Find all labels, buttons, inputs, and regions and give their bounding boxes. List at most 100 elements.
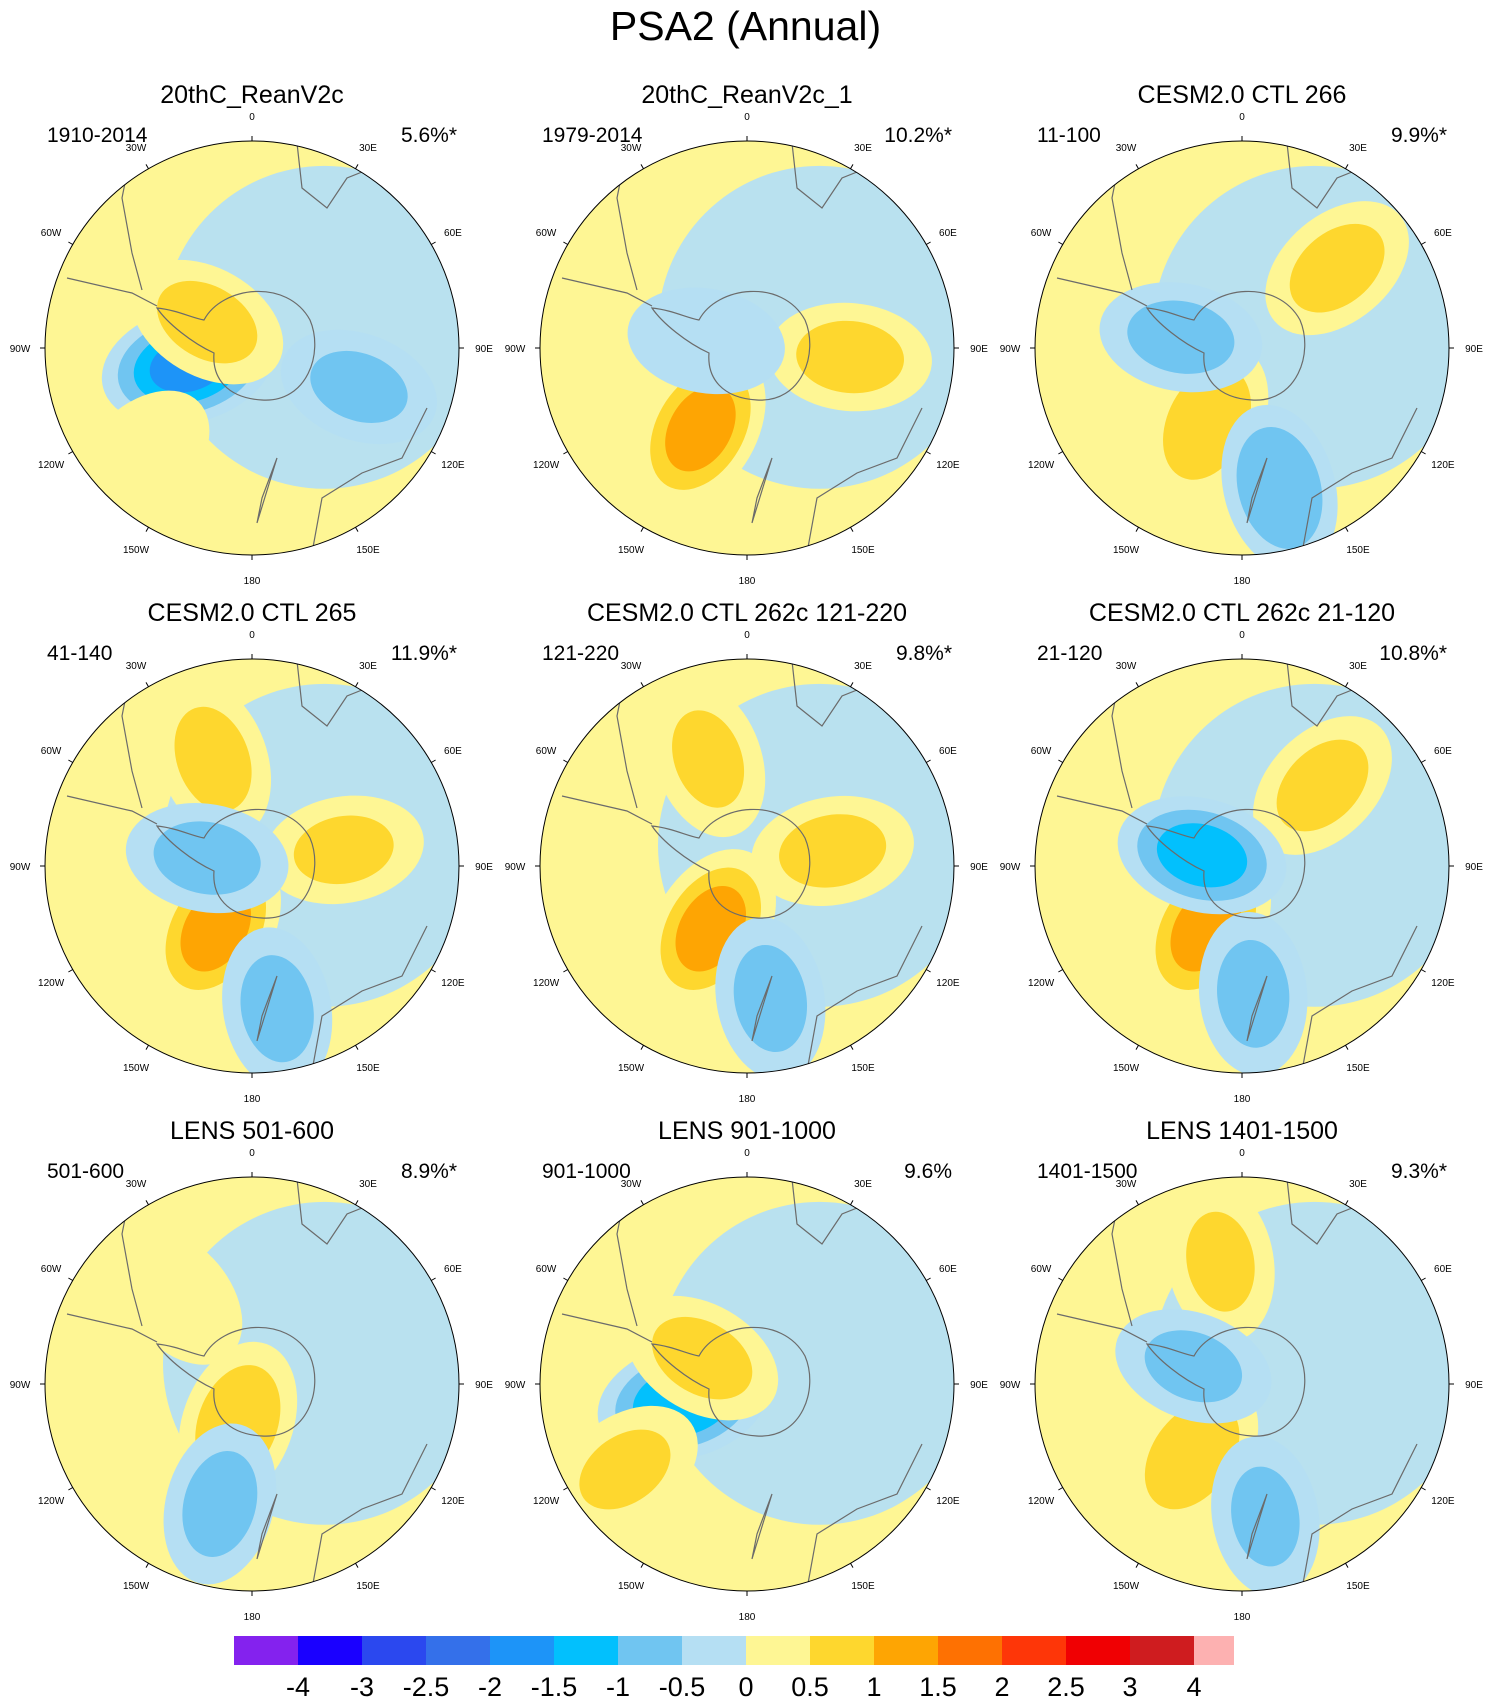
longitude-label: 150E: [1346, 545, 1370, 556]
longitude-tick: [850, 164, 854, 169]
longitude-tick: [145, 1563, 149, 1568]
longitude-tick: [1135, 164, 1139, 169]
longitude-label: 90W: [10, 862, 31, 873]
panel-period: 501-600: [47, 1160, 125, 1183]
africa-coastline: [791, 660, 868, 727]
longitude-label: 150E: [851, 1063, 875, 1074]
longitude-tick: [431, 1487, 436, 1491]
longitude-label: 60W: [536, 746, 557, 757]
panel-period: 1401-1500: [1037, 1160, 1138, 1183]
longitude-tick: [640, 1045, 644, 1050]
panel-title: LENS 501-600: [169, 1117, 334, 1145]
antarctica-coastline: [155, 290, 316, 401]
longitude-label: 150W: [618, 1063, 645, 1074]
panel-title: CESM2.0 CTL 262c 121-220: [586, 599, 908, 627]
longitude-tick: [640, 1200, 644, 1205]
contour-level: [1236, 427, 1323, 549]
longitude-tick: [1058, 969, 1063, 973]
contour-level: [652, 1316, 753, 1400]
anomaly-field: [45, 141, 459, 555]
africa-coastline: [296, 660, 373, 727]
colorbar-label: 4: [1186, 1672, 1201, 1700]
longitude-label: 180: [739, 1094, 756, 1105]
longitude-tick: [1345, 164, 1349, 169]
longitude-tick: [1345, 1200, 1349, 1205]
longitude-label: 30E: [1349, 143, 1367, 154]
australia-nz-coastline: [751, 407, 923, 554]
polar-map: 0 30E 60E 90E 120E 150E 180 150W 120W 90W 60W 30W: [505, 1148, 989, 1623]
anomaly-field: [45, 1177, 459, 1591]
anomaly-field: [540, 1177, 954, 1591]
longitude-label: 90W: [505, 862, 526, 873]
map-panel: 0 30E 60E 90E 120E 150E 180 150W 120W 90W 60W 30W 20…: [502, 80, 992, 590]
longitude-tick: [145, 1200, 149, 1205]
longitude-label: 30W: [621, 143, 642, 154]
longitude-label: 60E: [939, 1264, 957, 1275]
panel-period: 901-1000: [542, 1160, 631, 1183]
longitude-label: 60E: [1434, 228, 1452, 239]
longitude-label: 60E: [444, 228, 462, 239]
africa-coastline: [296, 1178, 373, 1245]
polar-map: 0 30E 60E 90E 120E 150E 180 150W 120W 90W 60W 30W: [1000, 1148, 1484, 1623]
contour-level: [627, 287, 785, 395]
longitude-label: 150W: [123, 545, 150, 556]
longitude-label: 120E: [936, 1496, 960, 1507]
colorbar-label: 2: [994, 1672, 1009, 1700]
longitude-label: 30W: [621, 1179, 642, 1190]
longitude-label: 60E: [939, 228, 957, 239]
longitude-label: 90E: [475, 344, 493, 355]
longitude-tick: [145, 682, 149, 687]
contour-level: [1127, 300, 1235, 374]
colorbar-swatch: [874, 1636, 938, 1665]
colorbar-swatch: [234, 1636, 298, 1665]
colorbar-swatch: [298, 1636, 362, 1665]
longitude-label: 180: [244, 1612, 261, 1623]
longitude-label: 90E: [1465, 1380, 1483, 1391]
longitude-label: 30W: [1116, 661, 1137, 672]
anomaly-field: [540, 659, 954, 1073]
colorbar-label: 2.5: [1047, 1672, 1085, 1700]
longitude-label: 120W: [533, 1496, 560, 1507]
longitude-tick: [1135, 1045, 1139, 1050]
colorbar-swatch: [1130, 1636, 1194, 1665]
anomaly-field: [540, 141, 954, 555]
longitude-label: 120E: [1431, 978, 1455, 989]
longitude-tick: [355, 682, 359, 687]
longitude-label: 60E: [444, 1264, 462, 1275]
longitude-tick: [431, 241, 436, 245]
longitude-label: 180: [1234, 576, 1251, 587]
longitude-label: 30E: [359, 661, 377, 672]
longitude-tick: [1421, 241, 1426, 245]
colorbar-label: -1.5: [531, 1672, 578, 1700]
longitude-label: 30W: [126, 1179, 147, 1190]
anomaly-field: [45, 659, 459, 1073]
colorbar-swatch: [1066, 1636, 1130, 1665]
longitude-tick: [1345, 682, 1349, 687]
contour-level: [672, 710, 745, 808]
longitude-label: 90W: [10, 344, 31, 355]
anomaly-field: [1035, 141, 1449, 555]
africa-coastline: [1286, 142, 1363, 209]
longitude-tick: [355, 164, 359, 169]
longitude-label: 30E: [359, 143, 377, 154]
longitude-label: 180: [1234, 1094, 1251, 1105]
colorbar-label: -0.5: [659, 1672, 706, 1700]
longitude-tick: [1345, 1563, 1349, 1568]
panel-title: CESM2.0 CTL 266: [1137, 81, 1347, 109]
longitude-tick: [563, 759, 568, 763]
panel-period: 1910-2014: [47, 124, 148, 147]
longitude-tick: [926, 241, 931, 245]
anomaly-field: [1035, 1177, 1449, 1591]
map-panel: 0 30E 60E 90E 120E 150E 180 150W 120W 90W 60W 30W CE…: [997, 598, 1487, 1108]
colorbar-swatch: [618, 1636, 682, 1665]
panel-period: 121-220: [542, 642, 620, 665]
colorbar-swatch: [554, 1636, 618, 1665]
longitude-label: 30W: [621, 661, 642, 672]
longitude-tick: [926, 451, 931, 455]
longitude-tick: [1058, 759, 1063, 763]
contour-level: [157, 280, 258, 364]
longitude-tick: [1421, 759, 1426, 763]
longitude-label: 180: [244, 1094, 261, 1105]
longitude-tick: [850, 682, 854, 687]
colorbar-label: 1.5: [919, 1672, 957, 1700]
